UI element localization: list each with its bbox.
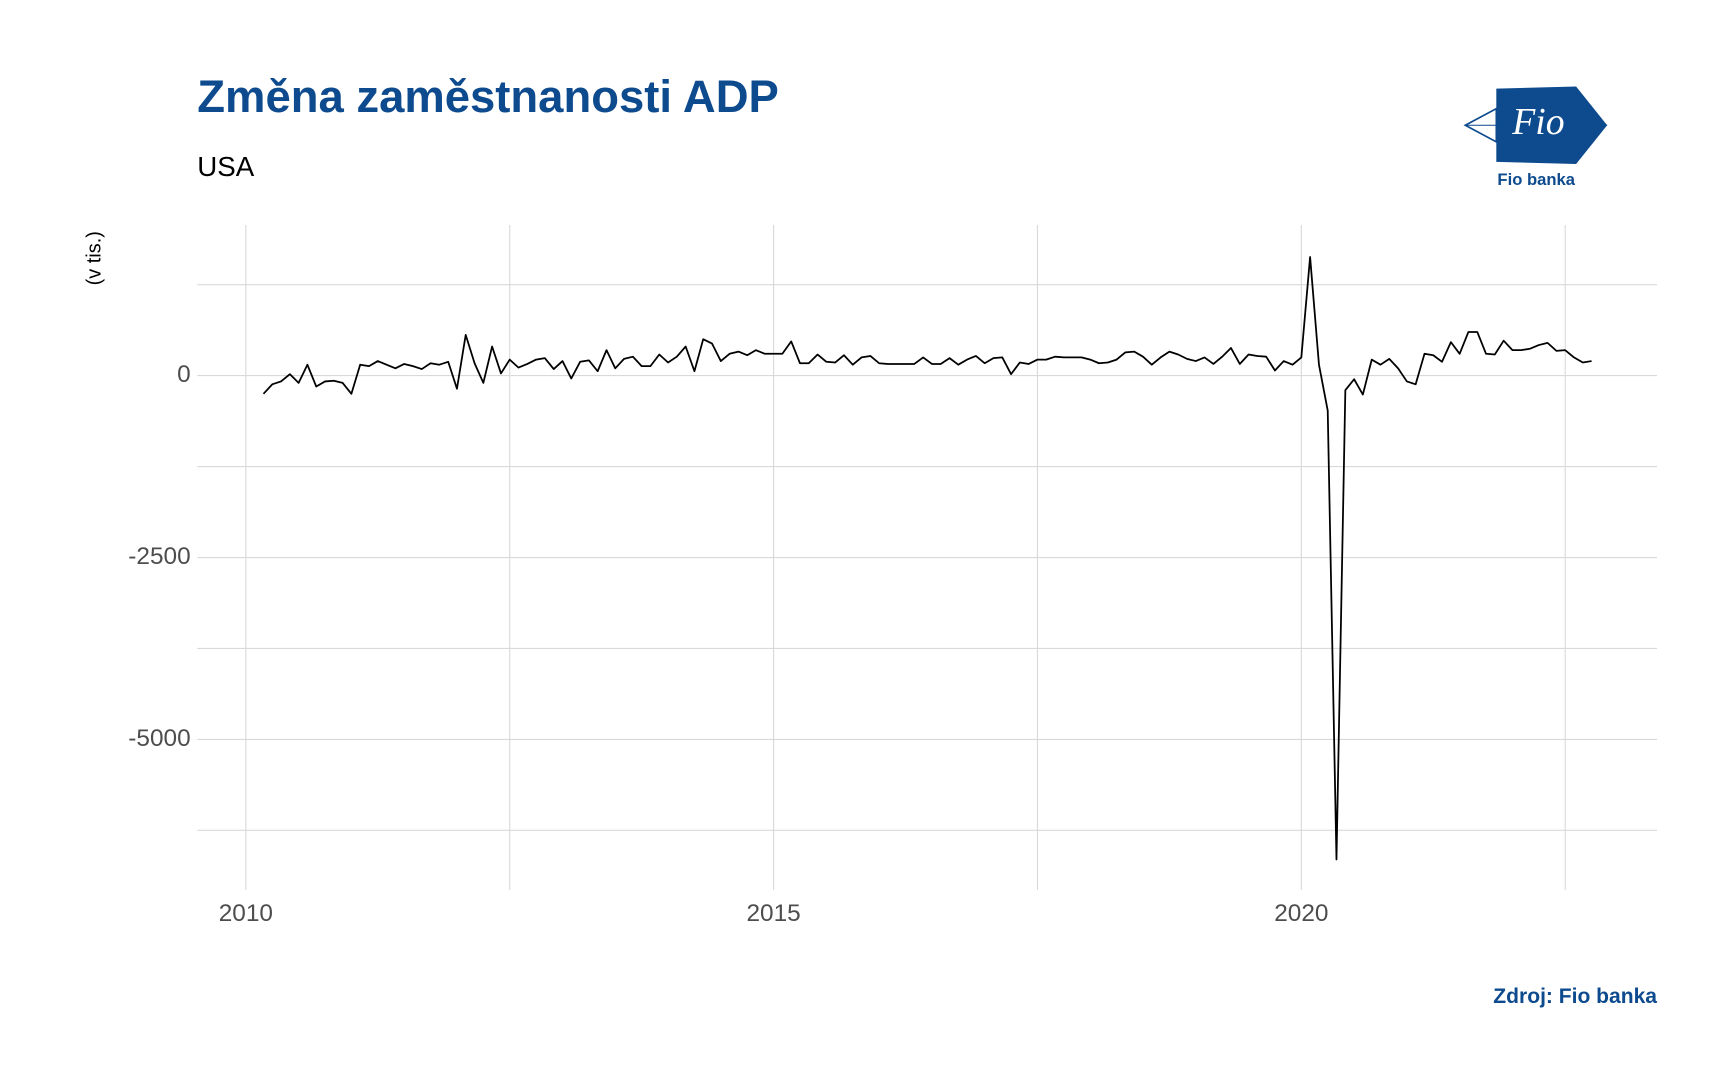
x-tick-label: 2010 [219,900,273,927]
logo: Fio Fio banka [1463,86,1608,189]
chart-subtitle: USA [197,151,254,182]
chart-title: Změna zaměstnanosti ADP [197,71,779,122]
y-tick-label: -5000 [128,725,190,752]
logo-mark: Fio [1511,101,1564,143]
x-tick-label: 2015 [746,900,800,927]
source: Zdroj: Fio banka [1493,985,1657,1008]
y-tick-label: -2500 [128,543,190,570]
x-tick-label: 2020 [1274,900,1328,927]
y-tick-label: 0 [177,361,191,388]
logo-name: Fio banka [1497,170,1575,189]
data-line [262,256,1592,861]
y-axis-label: (v tis.) [84,231,106,285]
